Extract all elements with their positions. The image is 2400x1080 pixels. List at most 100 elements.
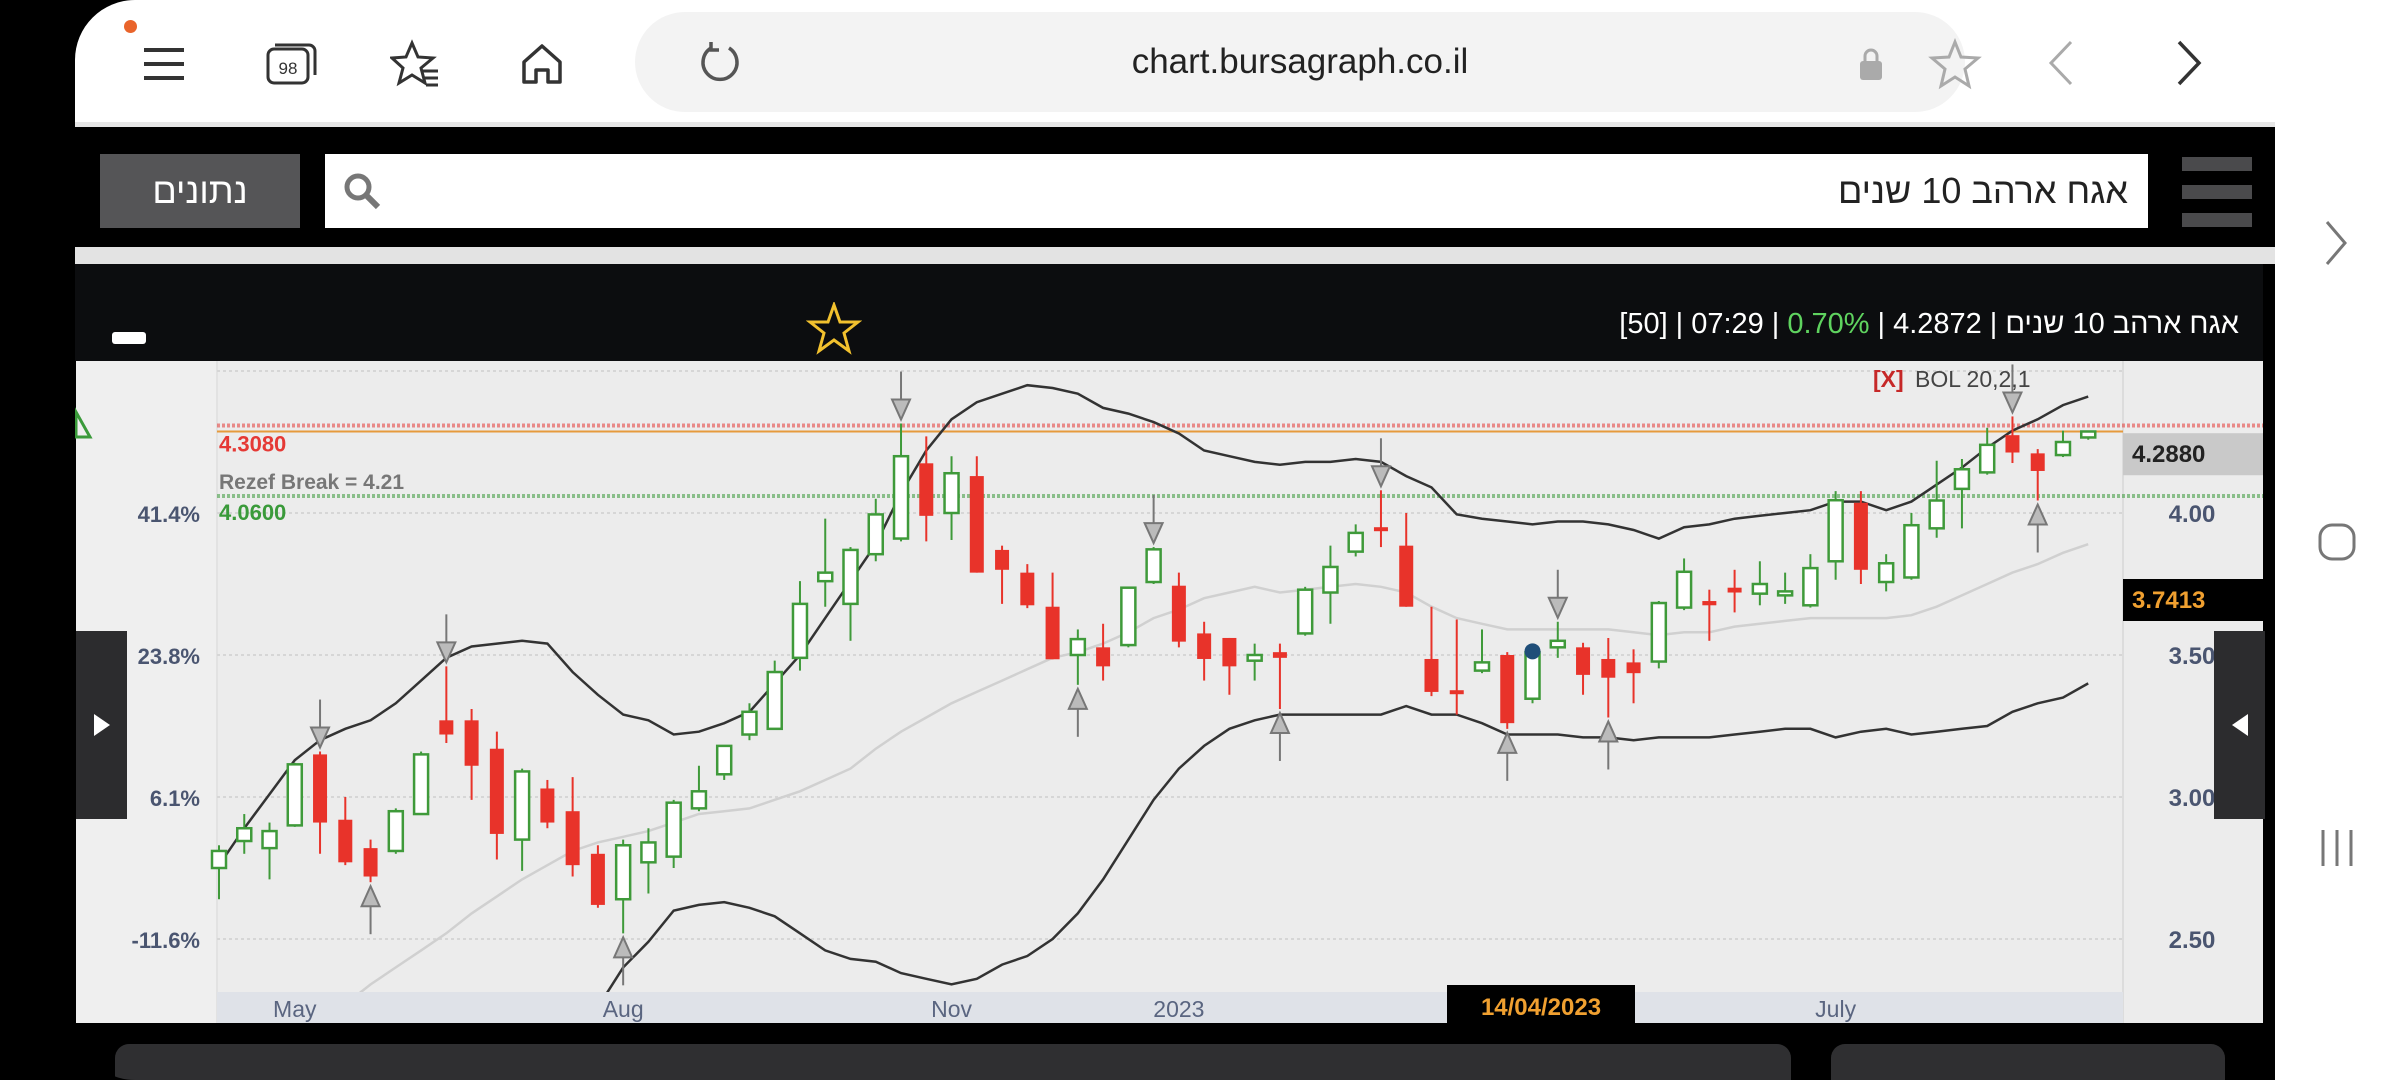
nav-recents-icon[interactable]: [2317, 826, 2357, 870]
nav-home-icon[interactable]: [2317, 522, 2357, 562]
browser-window: 98 chart.bursagraph.co.il נתונים אגח ארה…: [75, 0, 2275, 1080]
bollinger-lower-line: [606, 682, 2089, 992]
back-icon[interactable]: [2045, 38, 2075, 88]
update-time: 07:29: [1691, 308, 1764, 340]
level-label: 4.3080: [219, 432, 286, 457]
candle-down: [1424, 658, 1439, 692]
candle-up: [1069, 637, 1087, 657]
y-tick-label: 2.50: [2169, 927, 2216, 954]
url-text[interactable]: chart.bursagraph.co.il: [1131, 42, 1469, 81]
tabs-icon: 98: [266, 43, 317, 85]
separator: |: [1877, 308, 1886, 340]
candle-up: [1953, 468, 1971, 491]
candle-up: [261, 829, 278, 850]
candlestick-chart[interactable]: 4.3080 4.0600 Rezef Break = 4.21 4.00 3.50 3.…: [75, 0, 2275, 1080]
candle-up: [1903, 523, 1920, 579]
tabs-button[interactable]: 98: [263, 36, 319, 92]
sell-arrow-icon: [2001, 391, 2024, 415]
play-left-icon: [2231, 714, 2248, 736]
chart-title-bar: [50] | 07:29 | 0.70% | 4.2872 | אגח ארהב…: [75, 264, 2263, 361]
reload-icon[interactable]: [695, 38, 745, 88]
data-button[interactable]: נתונים: [100, 154, 300, 228]
last-price-box: [2123, 433, 2263, 476]
search-icon[interactable]: [341, 170, 383, 212]
candle-up: [1549, 639, 1567, 649]
alert-triangle-icon: [75, 407, 93, 439]
candle-down: [1449, 690, 1464, 695]
menu-icon[interactable]: [136, 36, 192, 92]
bottom-card-left[interactable]: [115, 1044, 1791, 1080]
instrument-summary: [50] | 07:29 | 0.70% | 4.2872 | אגח ארהב…: [1619, 308, 2239, 341]
favorite-star-icon[interactable]: [806, 302, 862, 356]
pct-tick-label: 41.4%: [138, 502, 200, 527]
buy-arrow-icon: [360, 883, 382, 908]
separator: |: [1675, 308, 1684, 340]
buy-arrow-icon: [2027, 502, 2049, 526]
candle-up: [816, 571, 834, 583]
candle-up: [1322, 565, 1339, 594]
candle-down: [565, 811, 580, 866]
toolbar-divider: [75, 122, 2275, 127]
candle-down: [1626, 662, 1641, 674]
buy-arrow-icon: [612, 934, 634, 959]
bottom-card-right[interactable]: [1831, 1044, 2225, 1080]
sell-arrow-icon: [890, 398, 912, 422]
candle-down: [2030, 453, 2045, 471]
candle-up: [741, 710, 758, 736]
left-panel-toggle[interactable]: [76, 631, 127, 819]
x-tick-label: May: [273, 996, 317, 1022]
hamburger-menu-icon[interactable]: [2182, 157, 2252, 227]
candle-up: [1877, 562, 1895, 584]
candle-up: [1776, 590, 1794, 597]
right-panel-toggle[interactable]: [2214, 631, 2265, 819]
search-input[interactable]: אגח ארהב 10 שנים: [325, 154, 2148, 228]
bottom-bar: [75, 1023, 2275, 1080]
candle-down: [1020, 572, 1035, 606]
candle-down: [995, 549, 1010, 570]
candle-up: [1928, 499, 1945, 530]
last-price: 4.2872: [1893, 308, 1982, 340]
candle-up: [640, 841, 657, 864]
candle-up: [1296, 588, 1314, 635]
candle-down: [1576, 647, 1591, 675]
candle-up: [943, 471, 960, 515]
candle-up: [665, 801, 682, 858]
star-icon[interactable]: [1928, 38, 1982, 90]
home-icon[interactable]: [514, 36, 570, 92]
instrument-name: אגח ארהב 10 שנים: [2005, 308, 2239, 340]
candle-up: [1650, 601, 1668, 663]
candle-up: [2079, 430, 2097, 439]
bookmarks-icon[interactable]: [387, 36, 443, 92]
candle-down: [1272, 652, 1287, 658]
candle-up: [1120, 586, 1137, 647]
sell-arrow-icon: [1547, 596, 1569, 621]
candle-down: [919, 463, 934, 516]
candle-down: [363, 848, 378, 877]
y-tick-label: 3.00: [2169, 785, 2216, 812]
candle-up: [614, 844, 632, 901]
forward-icon[interactable]: [2175, 38, 2205, 88]
candle-down: [1096, 647, 1111, 667]
lock-icon[interactable]: [1857, 46, 1885, 82]
candle-up: [236, 826, 253, 843]
buy-arrow-icon: [1496, 730, 1518, 754]
candle-down: [489, 748, 504, 834]
system-nav-bar: [2275, 0, 2400, 1080]
minimize-icon[interactable]: [112, 332, 146, 344]
candle-up: [1751, 582, 1769, 595]
candle-down: [1727, 587, 1742, 593]
crosshair-price-box: [2123, 579, 2263, 621]
nav-forward-icon[interactable]: [2323, 218, 2349, 268]
candle-up: [2054, 440, 2072, 457]
y-tick-label: 4.00: [2169, 501, 2216, 528]
candle-up: [210, 849, 228, 870]
rezef-break-label: Rezef Break = 4.21: [219, 471, 404, 494]
level-label: 4.0600: [219, 500, 286, 525]
y-tick-label: 3.50: [2169, 643, 2216, 670]
separator: |: [1771, 308, 1780, 340]
candle-down: [1222, 637, 1237, 667]
indicator-remove-button[interactable]: [X]: [1873, 366, 1904, 392]
sell-arrow-icon: [435, 641, 457, 665]
address-bar[interactable]: chart.bursagraph.co.il: [635, 12, 1982, 112]
buy-arrow-icon: [1597, 719, 1619, 743]
